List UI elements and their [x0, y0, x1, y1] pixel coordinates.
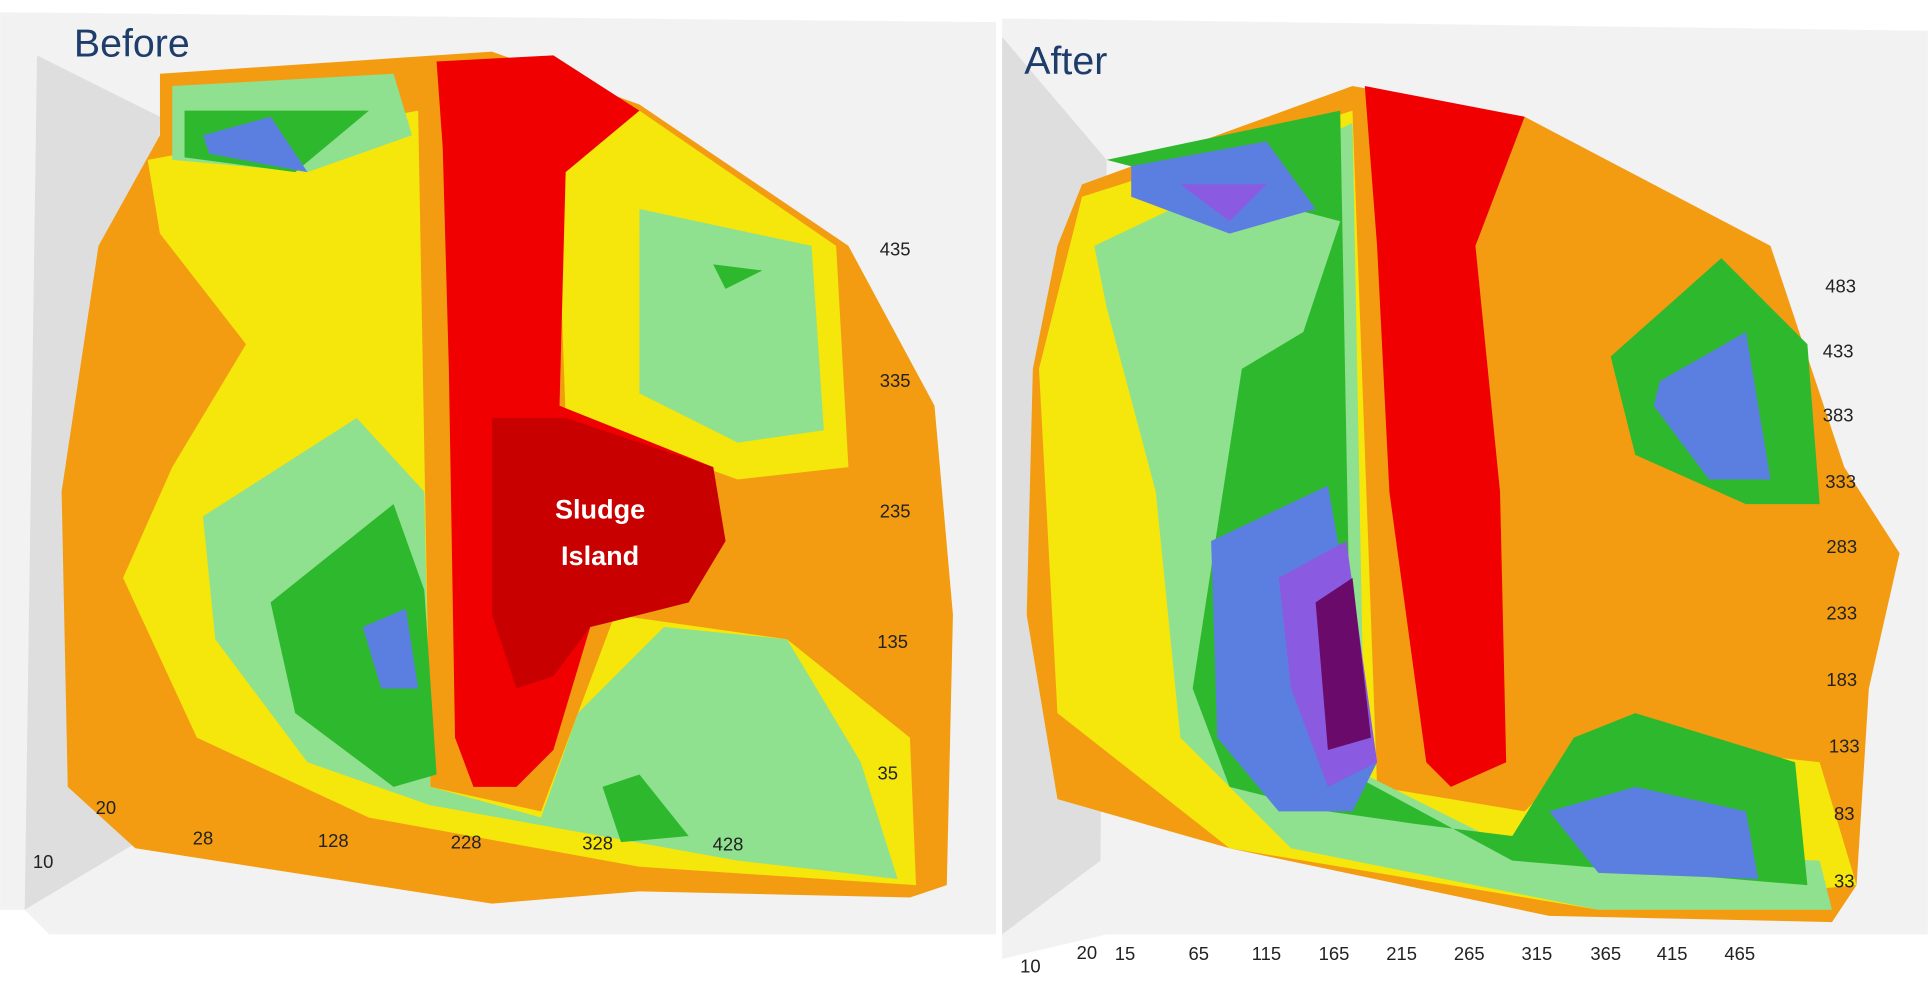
bottom-tick-label: 20	[1077, 942, 1098, 963]
bottom-tick-label: 65	[1189, 943, 1210, 964]
surface-blue	[202, 116, 308, 173]
bottom-tick-label: 265	[1454, 943, 1485, 964]
surface-dark-red	[491, 418, 726, 689]
before-panel: Before Sludge Island 435 335 235 135 35 2…	[0, 12, 996, 935]
panel-title: After	[1024, 39, 1107, 83]
right-tick-label: 335	[880, 370, 911, 391]
right-tick-label: 433	[1823, 341, 1854, 362]
bottom-tick-label: 315	[1522, 943, 1553, 964]
right-tick-label: 383	[1823, 405, 1854, 426]
surface-dark-purple	[1315, 577, 1371, 750]
surface-green	[270, 504, 437, 787]
bottom-tick-label: 428	[713, 834, 744, 855]
annotation-line: Sludge	[555, 495, 645, 525]
bottom-tick-label: 215	[1386, 943, 1417, 964]
corner-tick-label: 10	[1020, 955, 1041, 976]
surface-blue	[1653, 331, 1771, 480]
surface-green	[713, 264, 763, 289]
right-tick-label: 233	[1826, 603, 1857, 624]
corner-tick-label: 10	[33, 851, 54, 872]
bottom-tick-label: 165	[1319, 943, 1350, 964]
right-tick-label: 283	[1826, 536, 1857, 557]
right-tick-label: 135	[877, 631, 908, 652]
bottom-tick-label: 128	[318, 830, 349, 851]
bottom-tick-label: 465	[1724, 943, 1755, 964]
after-panel: After 483 433 383 333 283 233 183 133 83…	[1002, 18, 1928, 976]
right-tick-label: 183	[1826, 669, 1857, 690]
surface-blue	[1549, 786, 1759, 880]
right-tick-label: 33	[1834, 871, 1855, 892]
surface-green	[602, 774, 689, 843]
bottom-tick-label: 365	[1590, 943, 1621, 964]
annotation: Sludge Island	[555, 495, 645, 572]
annotation-line: Island	[561, 541, 639, 571]
surface-purple	[1180, 184, 1267, 222]
bottom-tick-label: 328	[582, 832, 613, 853]
right-tick-label: 133	[1829, 735, 1860, 756]
surface-light-green	[639, 209, 824, 443]
bottom-tick-label: 15	[1115, 943, 1136, 964]
surface-red	[1364, 86, 1525, 787]
right-tick-label: 235	[880, 501, 911, 522]
bottom-tick-label: 228	[451, 831, 482, 852]
right-tick-label: 35	[878, 762, 899, 783]
right-tick-label: 435	[880, 239, 911, 260]
bottom-tick-label: 115	[1252, 943, 1281, 964]
bottom-tick-label: 20	[96, 797, 117, 818]
surface-blue	[362, 608, 419, 689]
right-tick-label: 483	[1825, 276, 1856, 297]
right-tick-label: 333	[1825, 471, 1856, 492]
right-tick-label: 83	[1834, 803, 1855, 824]
bottom-tick-label: 28	[193, 828, 214, 849]
bottom-tick-label: 415	[1657, 943, 1688, 964]
panel-title: Before	[74, 22, 190, 66]
